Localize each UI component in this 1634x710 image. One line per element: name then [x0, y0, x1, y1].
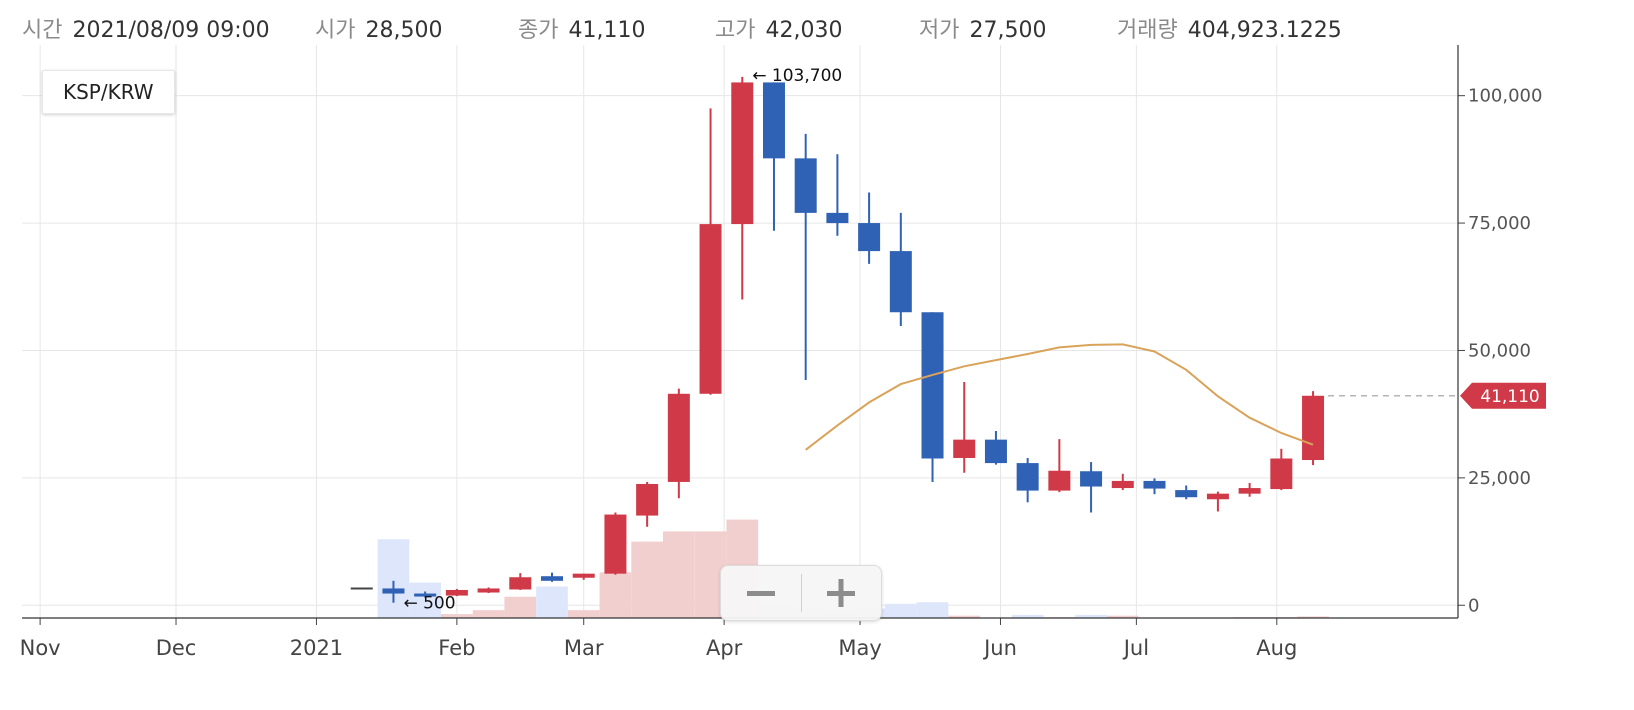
moving-average	[805, 343, 1314, 451]
header-volume-label: 거래량	[1117, 18, 1178, 43]
header-low-label: 저가	[919, 18, 960, 43]
y-tick-label: 50,000	[1468, 340, 1531, 361]
y-tick-label: 100,000	[1468, 86, 1542, 107]
candle-body	[1048, 470, 1071, 491]
candle-body	[1111, 480, 1134, 489]
x-tick-label: Apr	[706, 636, 743, 660]
volume-bar	[536, 586, 568, 618]
header-high: 고가 42,030	[715, 12, 842, 44]
header-low-value: 27,500	[969, 18, 1047, 43]
x-tick-label: May	[838, 636, 881, 660]
candle-body	[414, 593, 437, 597]
min-price-label: ← 500	[403, 594, 455, 614]
candle-body	[953, 439, 976, 458]
moving-average-line	[805, 343, 1314, 451]
x-tick-label: Aug	[1256, 636, 1297, 660]
candle-body	[1175, 490, 1198, 498]
candle-body	[1143, 480, 1166, 489]
volume-bar	[1106, 615, 1139, 618]
volume-bar	[884, 603, 917, 618]
candle-body	[604, 514, 627, 574]
candlesticks	[350, 76, 1325, 603]
plus-icon	[827, 579, 856, 607]
candle-body	[636, 483, 659, 516]
volume-bar	[631, 541, 663, 618]
x-tick-label: 2021	[290, 636, 343, 660]
volume-bar	[1011, 614, 1044, 618]
y-tick-label: 0	[1468, 595, 1479, 616]
header-time-value: 2021/08/09 09:00	[72, 18, 270, 43]
max-price-label: ← 103,700	[752, 66, 842, 86]
header-close-label: 종가	[518, 18, 559, 43]
volume-bar	[377, 539, 410, 618]
zoom-in-button[interactable]	[802, 566, 882, 620]
x-tick-label: Mar	[564, 636, 604, 660]
candle-body	[572, 573, 595, 578]
volume-bar	[409, 582, 442, 618]
zoom-divider	[800, 574, 802, 612]
candle-body	[858, 223, 881, 252]
candle-body	[731, 82, 754, 225]
header-low: 저가 27,500	[919, 12, 1046, 44]
candle-body	[794, 158, 817, 213]
zoom-controls	[720, 565, 882, 621]
pair-selector-button[interactable]: KSP/KRW	[42, 70, 175, 114]
last-price-tag	[1460, 382, 1546, 409]
candle-body	[445, 589, 468, 596]
volume-bar	[916, 602, 949, 618]
x-tick-label: Nov	[20, 636, 61, 660]
header-open-value: 28,500	[365, 18, 443, 43]
y-tick-label: 75,000	[1468, 213, 1531, 234]
candle-body	[826, 212, 849, 224]
header-time-label: 시간	[22, 18, 63, 43]
x-tick-label: Feb	[438, 636, 475, 660]
header-volume: 거래량 404,923.1225	[1117, 12, 1342, 44]
candle-body	[667, 393, 690, 482]
candle-body	[1270, 458, 1293, 490]
chart-axes: 0 25,000 50,000 75,000 100,000 Nov Dec 2021 Feb M…	[20, 45, 1542, 660]
header-volume-value: 404,923.1225	[1187, 18, 1342, 43]
minus-icon	[746, 591, 775, 596]
candle-body	[1238, 488, 1261, 494]
candle-body	[1302, 395, 1325, 461]
y-tick-label: 25,000	[1468, 468, 1531, 489]
volume-bar	[1075, 614, 1107, 618]
last-price-tag-label: 41,110	[1480, 387, 1539, 407]
candle-body	[1016, 463, 1039, 491]
x-tick-label: Jul	[1122, 636, 1149, 660]
volume-bars	[377, 519, 1329, 618]
candle-body	[889, 251, 912, 313]
zoom-out-button[interactable]	[721, 566, 801, 620]
volume-bar	[567, 610, 600, 618]
header-high-value: 42,030	[765, 18, 843, 43]
candle-body	[984, 439, 1007, 464]
header-time: 시간 2021/08/09 09:00	[22, 12, 270, 44]
header-high-label: 고가	[715, 18, 756, 43]
volume-bar	[599, 572, 632, 618]
candle-body	[477, 588, 500, 593]
candle-body	[699, 224, 722, 394]
volume-bar	[1297, 616, 1329, 618]
header-open-label: 시가	[315, 18, 356, 43]
candle-body	[1080, 471, 1103, 487]
volume-bar	[662, 531, 695, 618]
candle-body	[762, 82, 785, 159]
x-tick-label: Jun	[982, 636, 1017, 660]
x-tick-label: Dec	[156, 636, 197, 660]
candle-body	[921, 312, 944, 459]
candle-body	[1206, 493, 1229, 500]
candle-body	[382, 588, 405, 594]
volume-bar	[472, 610, 505, 618]
chart-annotations: ← 103,700 ← 500 41,110	[403, 66, 1546, 614]
candle-body	[509, 577, 532, 590]
header-close-value: 41,110	[568, 18, 646, 43]
candle-body	[541, 576, 564, 581]
volume-bar	[504, 596, 537, 618]
volume-bar	[441, 614, 473, 618]
header-open: 시가 28,500	[315, 12, 442, 44]
volume-bar	[948, 615, 981, 618]
header-close: 종가 41,110	[518, 12, 645, 44]
